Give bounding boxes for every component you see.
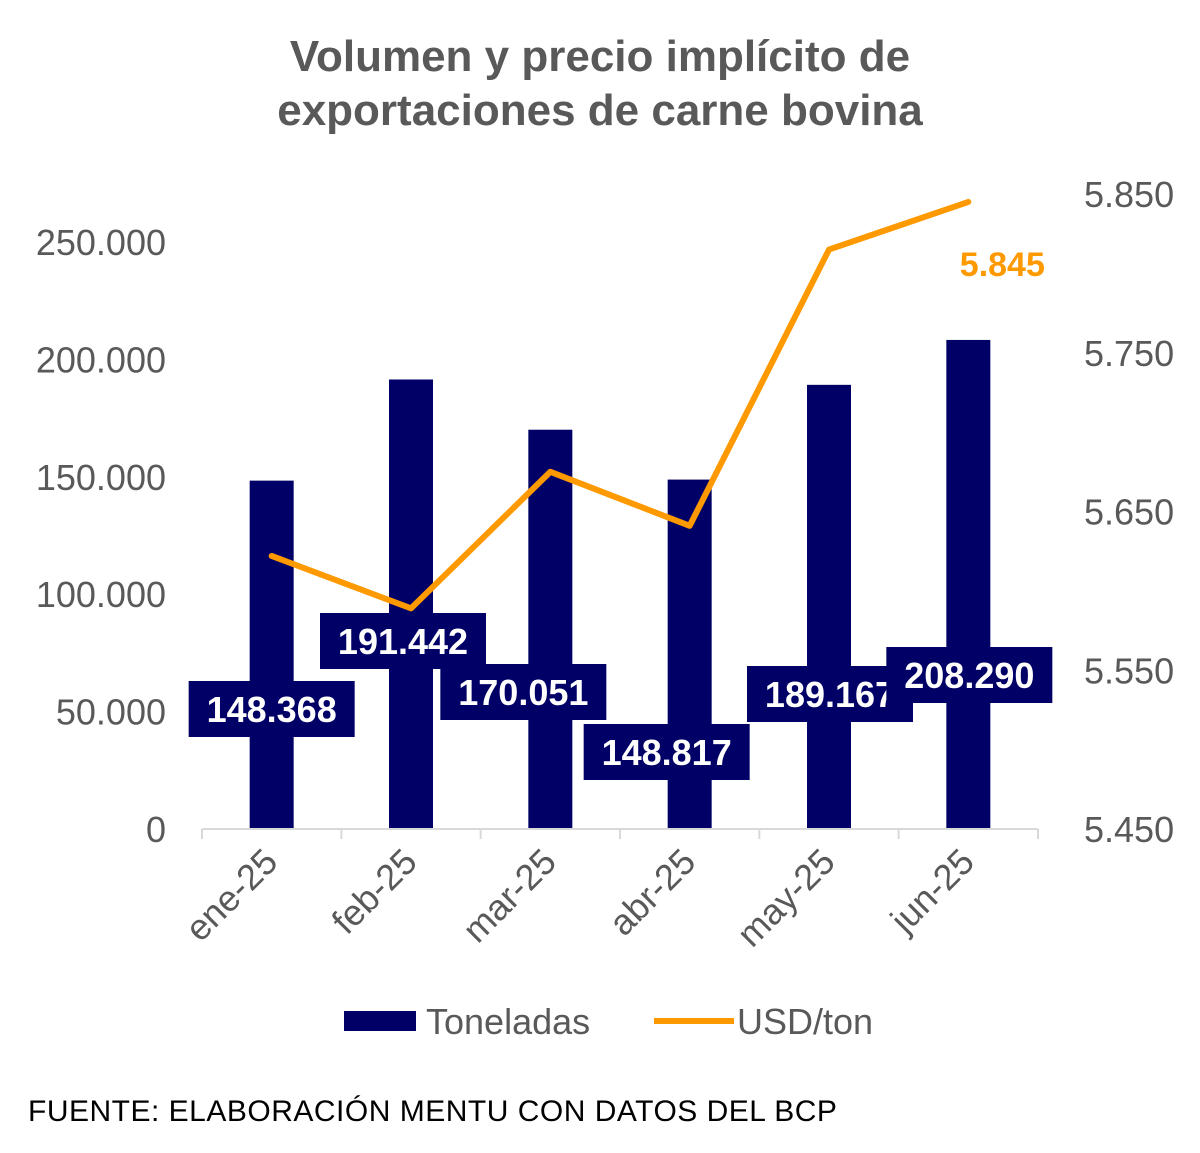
- x-tick-label: may-25: [729, 841, 843, 955]
- bar-jun-25: [946, 339, 991, 829]
- bar-mar-25: [528, 429, 573, 829]
- title-line-2: exportaciones de carne bovina: [277, 86, 923, 135]
- left-tick-label: 200.000: [36, 339, 166, 380]
- bar-data-label: 208.290: [904, 655, 1034, 696]
- legend-label-toneladas: Toneladas: [426, 1001, 590, 1042]
- left-tick-label: 250.000: [36, 222, 166, 263]
- bar-data-label-box: [320, 613, 486, 669]
- bar-may-25: [807, 384, 851, 829]
- bar-data-label: 191.442: [338, 621, 468, 662]
- source-note: FUENTE: ELABORACIÓN MENTU CON DATOS DEL …: [28, 1095, 838, 1128]
- legend-label-usd-ton: USD/ton: [737, 1001, 873, 1042]
- right-tick-label: 5.450: [1084, 809, 1174, 850]
- legend-swatch-toneladas: [344, 1011, 416, 1031]
- x-tick-label: mar-25: [454, 841, 564, 951]
- bar-data-label-box: [188, 681, 355, 737]
- bar-data-label: 148.368: [207, 689, 337, 730]
- left-tick-label: 150.000: [36, 457, 166, 498]
- x-tick-label: abr-25: [601, 841, 704, 944]
- left-tick-label: 0: [146, 809, 166, 850]
- bar-data-label-box: [886, 647, 1053, 703]
- line-usd-ton: [268, 198, 972, 612]
- bar-ene-25: [249, 480, 294, 829]
- left-tick-label: 100.000: [36, 574, 166, 615]
- bar-data-label-box: [583, 724, 750, 780]
- x-tick-label: feb-25: [323, 841, 424, 942]
- bar-data-label: 148.817: [602, 732, 732, 773]
- right-tick-label: 5.750: [1084, 333, 1174, 374]
- right-tick-label: 5.850: [1084, 174, 1174, 215]
- bar-data-label: 170.051: [458, 672, 588, 713]
- chart-title: Volumen y precio implícito de exportacio…: [0, 30, 1200, 138]
- right-tick-label: 5.650: [1084, 492, 1174, 533]
- x-tick-label: jun-25: [882, 841, 982, 941]
- line-last-data-label: 5.845: [960, 246, 1045, 284]
- left-tick-label: 50.000: [56, 692, 166, 733]
- bar-data-label-box: [440, 664, 607, 720]
- bar-data-label: 189.167: [765, 674, 895, 715]
- x-tick-label: ene-25: [177, 841, 285, 949]
- title-line-1: Volumen y precio implícito de: [289, 32, 911, 81]
- right-tick-label: 5.550: [1084, 650, 1174, 691]
- bar-data-label-box: [747, 666, 913, 722]
